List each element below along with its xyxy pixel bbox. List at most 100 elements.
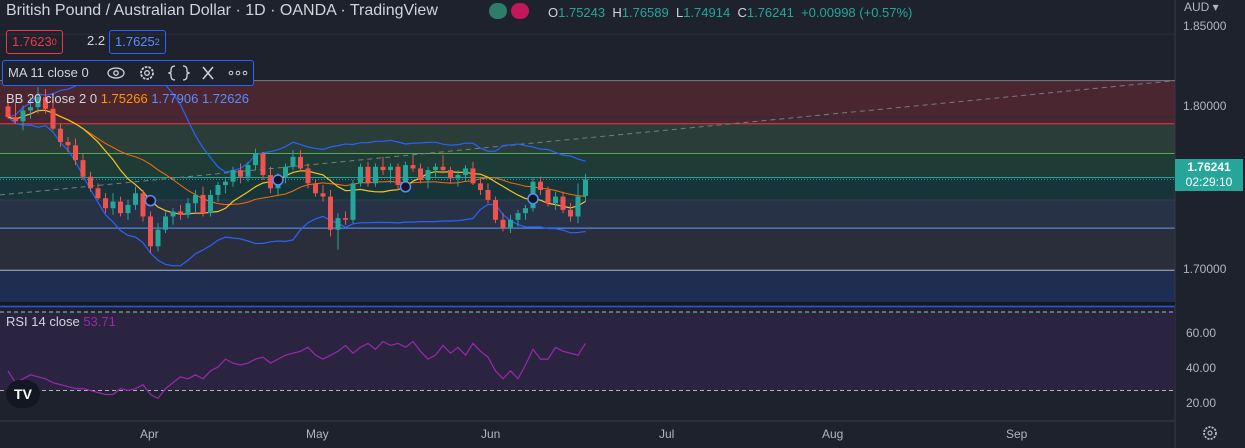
bb-indicator-legend[interactable]: BB 20 close 2 0 1.75266 1.77906 1.72626: [6, 91, 249, 106]
candle-body: [215, 185, 221, 195]
candle-body: [553, 196, 558, 204]
eye-icon[interactable]: [107, 61, 125, 93]
gear-icon[interactable]: [138, 61, 156, 93]
candle-body: [470, 168, 476, 184]
candle-body: [523, 208, 528, 214]
candle-body: [13, 117, 18, 122]
currency-selector[interactable]: AUD ▾: [1184, 0, 1219, 14]
ma-line: [7, 109, 586, 215]
rsi-value: 53.71: [83, 314, 116, 329]
candle-body: [373, 166, 378, 184]
candle-body: [515, 213, 521, 220]
candle-body: [395, 166, 401, 185]
candle-body: [5, 106, 11, 118]
candle-body: [163, 216, 168, 230]
month-label: May: [306, 427, 329, 441]
candle-body: [185, 203, 191, 215]
more-options-icon[interactable]: [228, 61, 248, 93]
bb-lower-value: 1.72626: [201, 91, 249, 106]
rsi-line: [7, 340, 587, 400]
candle-body: [245, 165, 251, 177]
candle-body: [500, 219, 506, 229]
tradingview-logo-icon[interactable]: TV: [6, 380, 40, 408]
candle-body: [238, 170, 243, 177]
candle-body: [493, 199, 498, 220]
market-status-pills[interactable]: [489, 3, 529, 19]
market-open-icon[interactable]: [489, 3, 507, 19]
candle-body: [440, 166, 446, 171]
candle-body: [290, 156, 296, 167]
ma-indicator-legend[interactable]: MA 11 close 0: [2, 60, 254, 86]
candle-body: [223, 181, 228, 185]
candle-body: [260, 153, 266, 176]
candle-body: [433, 166, 438, 171]
candle-body: [418, 168, 423, 181]
candle-body: [148, 216, 153, 247]
candle-body: [560, 196, 566, 210]
candle-body: [103, 198, 108, 209]
candle-body: [410, 165, 416, 169]
candle-body: [388, 166, 393, 171]
candle-body: [133, 193, 138, 205]
candle-body: [20, 110, 26, 122]
trend-line: [0, 80, 1176, 196]
candle-body: [508, 219, 513, 229]
candle-body: [268, 175, 273, 189]
candle-body: [478, 183, 483, 190]
candle-body: [110, 201, 116, 209]
candle-body: [485, 189, 491, 200]
price-tick: 1.80000: [1183, 99, 1227, 113]
candle-body: [95, 188, 101, 199]
candle-body: [448, 170, 453, 179]
zone-band: [0, 199, 1175, 229]
zone-band: [0, 123, 1175, 154]
candle-body: [208, 194, 213, 214]
bb-lower-line: [7, 116, 586, 267]
rsi-indicator-legend[interactable]: RSI 14 close 53.71: [6, 314, 116, 329]
candle-body: [118, 201, 123, 214]
candle-body: [193, 194, 198, 204]
month-label: Sep: [1006, 427, 1028, 441]
price-tick: 1.70000: [1183, 262, 1227, 276]
candle-body: [425, 170, 431, 181]
candle-body: [403, 165, 408, 185]
candle-body: [320, 193, 326, 197]
price-axis-panel: [1176, 0, 1245, 448]
event-marker-icon: [527, 193, 539, 205]
rsi-band: [0, 312, 1175, 391]
candle-body: [298, 156, 303, 169]
rsi-tick: 60.00: [1186, 326, 1217, 340]
pane-separator: [0, 302, 1175, 305]
market-alert-icon[interactable]: [511, 3, 529, 19]
candle-body: [463, 168, 468, 176]
candle-body: [305, 168, 311, 184]
buy-button[interactable]: 1.76252: [109, 30, 166, 54]
candle-body: [253, 153, 258, 166]
candle-body: [140, 193, 146, 217]
ohlc-readout: O1.75243 H1.76589 L1.74914 C1.76241 +0.0…: [548, 5, 913, 20]
candle-body: [583, 179, 588, 196]
candle-body: [80, 160, 86, 177]
candle-body: [170, 211, 176, 217]
event-marker-icon: [144, 194, 157, 207]
chart-settings-icon[interactable]: [1202, 425, 1218, 446]
month-label: Jul: [659, 427, 675, 441]
candle-body: [545, 189, 551, 204]
candle-body: [343, 218, 348, 220]
candle-body: [230, 170, 236, 182]
bb-upper-value: 1.77906: [151, 91, 199, 106]
month-label: Aug: [822, 427, 844, 441]
candle-body: [568, 209, 573, 217]
rsi-tick: 40.00: [1186, 361, 1217, 375]
zone-band: [0, 228, 1175, 271]
event-marker-icon: [272, 174, 284, 186]
zone-band: [0, 153, 1175, 178]
candle-body: [200, 194, 206, 214]
price-tick: 1.85000: [1183, 19, 1227, 33]
close-icon[interactable]: [201, 61, 215, 93]
rsi-label: RSI 14 close: [6, 314, 80, 329]
candle-body: [73, 145, 78, 161]
source-code-icon[interactable]: [167, 61, 191, 93]
candle-body: [50, 108, 56, 129]
sell-button[interactable]: 1.76230: [6, 30, 63, 54]
